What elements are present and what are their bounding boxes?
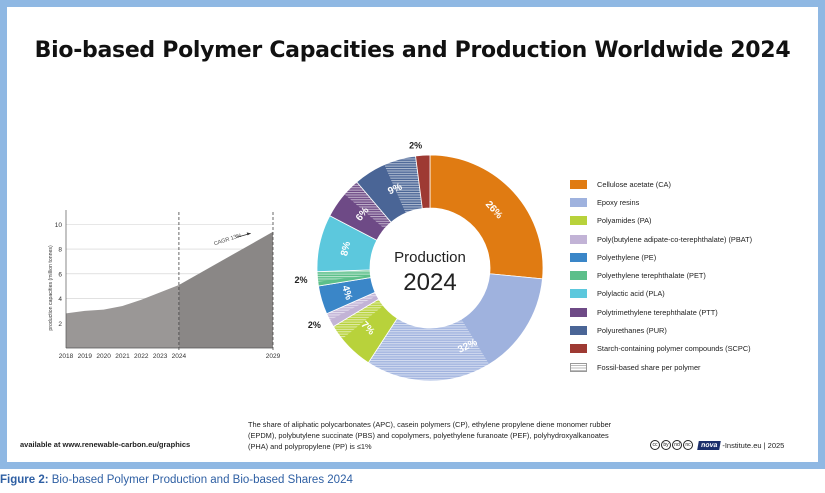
fossil-share-overlay xyxy=(368,318,490,381)
legend-label: Epoxy resins xyxy=(597,197,640,207)
legend-swatch xyxy=(570,289,587,299)
x-tick-label: 2024 xyxy=(172,353,187,360)
x-tick-label: 2022 xyxy=(134,353,149,360)
legend-label: Poly(butylene adipate-co-terephthalate) … xyxy=(597,234,753,244)
legend-swatch xyxy=(570,216,587,226)
legend-item: Polyethylene terephthalate (PET) xyxy=(570,266,810,284)
x-tick-label: 2020 xyxy=(96,353,111,360)
slice-data-label: 8% xyxy=(339,240,353,257)
credit-text: -Institute.eu | 2025 xyxy=(722,440,785,450)
donut-slice xyxy=(415,154,431,209)
x-tick-label: 2021 xyxy=(115,353,130,360)
area-series-forecast xyxy=(178,231,273,348)
legend-swatch xyxy=(570,344,587,354)
figure-caption: Figure 2: Bio-based Polymer Production a… xyxy=(0,474,353,486)
legend-label: Polytrimethylene terephthalate (PTT) xyxy=(597,307,718,317)
fossil-share-overlay xyxy=(317,269,371,282)
slice-data-label: 2% xyxy=(295,275,308,285)
slice-data-label: 2% xyxy=(409,140,422,150)
cc-nd-icon: nd xyxy=(672,440,682,450)
x-tick-label: 2018 xyxy=(59,353,74,360)
slice-data-label: 2% xyxy=(308,320,321,330)
legend-swatch xyxy=(570,179,587,189)
legend-swatch xyxy=(570,271,587,281)
legend-label: Polyethylene (PE) xyxy=(597,252,657,262)
fossil-share-overlay xyxy=(384,155,423,214)
legend-swatch-hatch xyxy=(570,362,587,372)
y-tick-label: 4 xyxy=(58,296,62,303)
center-label-line2: 2024 xyxy=(403,269,456,296)
nova-logo: nova xyxy=(697,440,722,450)
caption-text: Bio-based Polymer Production and Bio-bas… xyxy=(48,474,353,486)
legend-item: Poly(butylene adipate-co-terephthalate) … xyxy=(570,230,810,248)
legend-label: Polyurethanes (PUR) xyxy=(597,326,667,336)
y-axis-label: production capacities (million tonnes) xyxy=(48,245,54,331)
fossil-share-overlay xyxy=(344,181,392,229)
cagr-arrowhead xyxy=(246,232,251,236)
legend-item: Polyamides (PA) xyxy=(570,212,810,230)
figure-panel xyxy=(7,7,818,462)
donut-legend: Cellulose acetate (CA) Epoxy resins Polyam… xyxy=(570,175,810,376)
legend-item: Starch-containing polymer compounds (SCP… xyxy=(570,340,810,358)
credit-line: cc by nd nc nova -Institute.eu | 2025 xyxy=(650,440,784,450)
legend-label: Starch-containing polymer compounds (SCP… xyxy=(597,344,751,354)
y-tick-label: 10 xyxy=(55,222,63,229)
x-tick-label: 2023 xyxy=(153,353,168,360)
x-tick-label: 2019 xyxy=(78,353,93,360)
legend-swatch xyxy=(570,307,587,317)
legend-swatch xyxy=(570,234,587,244)
slice-data-label: 4% xyxy=(339,284,354,301)
y-tick-label: 6 xyxy=(58,271,62,278)
center-label-line1: Production xyxy=(394,249,466,266)
area-series-historic xyxy=(66,284,179,348)
legend-label: Cellulose acetate (CA) xyxy=(597,179,671,189)
y-tick-label: 8 xyxy=(58,247,62,254)
footnote: The share of aliphatic polycarbonates (A… xyxy=(248,420,612,451)
cc-nc-icon: nc xyxy=(683,440,693,450)
legend-item: Polyethylene (PE) xyxy=(570,248,810,266)
legend-item-fossil: Fossil-based share per polymer xyxy=(570,358,810,376)
x-tick-label: 2029 xyxy=(266,353,281,360)
legend-item: Polytrimethylene terephthalate (PTT) xyxy=(570,303,810,321)
legend-swatch xyxy=(570,197,587,207)
legend-label: Polyethylene terephthalate (PET) xyxy=(597,271,706,281)
legend-item: Cellulose acetate (CA) xyxy=(570,175,810,193)
cc-icon: cc xyxy=(650,440,660,450)
legend-item: Epoxy resins xyxy=(570,193,810,211)
legend-item: Polylactic acid (PLA) xyxy=(570,285,810,303)
y-tick-label: 2 xyxy=(58,321,62,328)
cc-by-icon: by xyxy=(661,440,671,450)
legend-swatch xyxy=(570,252,587,262)
fossil-share-overlay xyxy=(326,292,377,321)
fossil-share-overlay xyxy=(333,299,384,340)
source-link[interactable]: available at www.renewable-carbon.eu/gra… xyxy=(20,440,191,449)
chart-title: Bio-based Polymer Capacities and Product… xyxy=(34,38,791,63)
legend-swatch xyxy=(570,326,587,336)
donut-slice xyxy=(429,154,544,280)
legend-label: Fossil-based share per polymer xyxy=(597,362,701,372)
legend-label: Polyamides (PA) xyxy=(597,216,652,226)
legend-item: Polyurethanes (PUR) xyxy=(570,321,810,339)
slice-data-label: 9% xyxy=(386,181,404,197)
legend-label: Polylactic acid (PLA) xyxy=(597,289,665,299)
caption-label: Figure 2: xyxy=(0,474,49,486)
capacity-area-chart: 2 4 6 8 10 2018 2019 2020 2021 2022 2023 2024 2029 pr… xyxy=(48,210,281,360)
